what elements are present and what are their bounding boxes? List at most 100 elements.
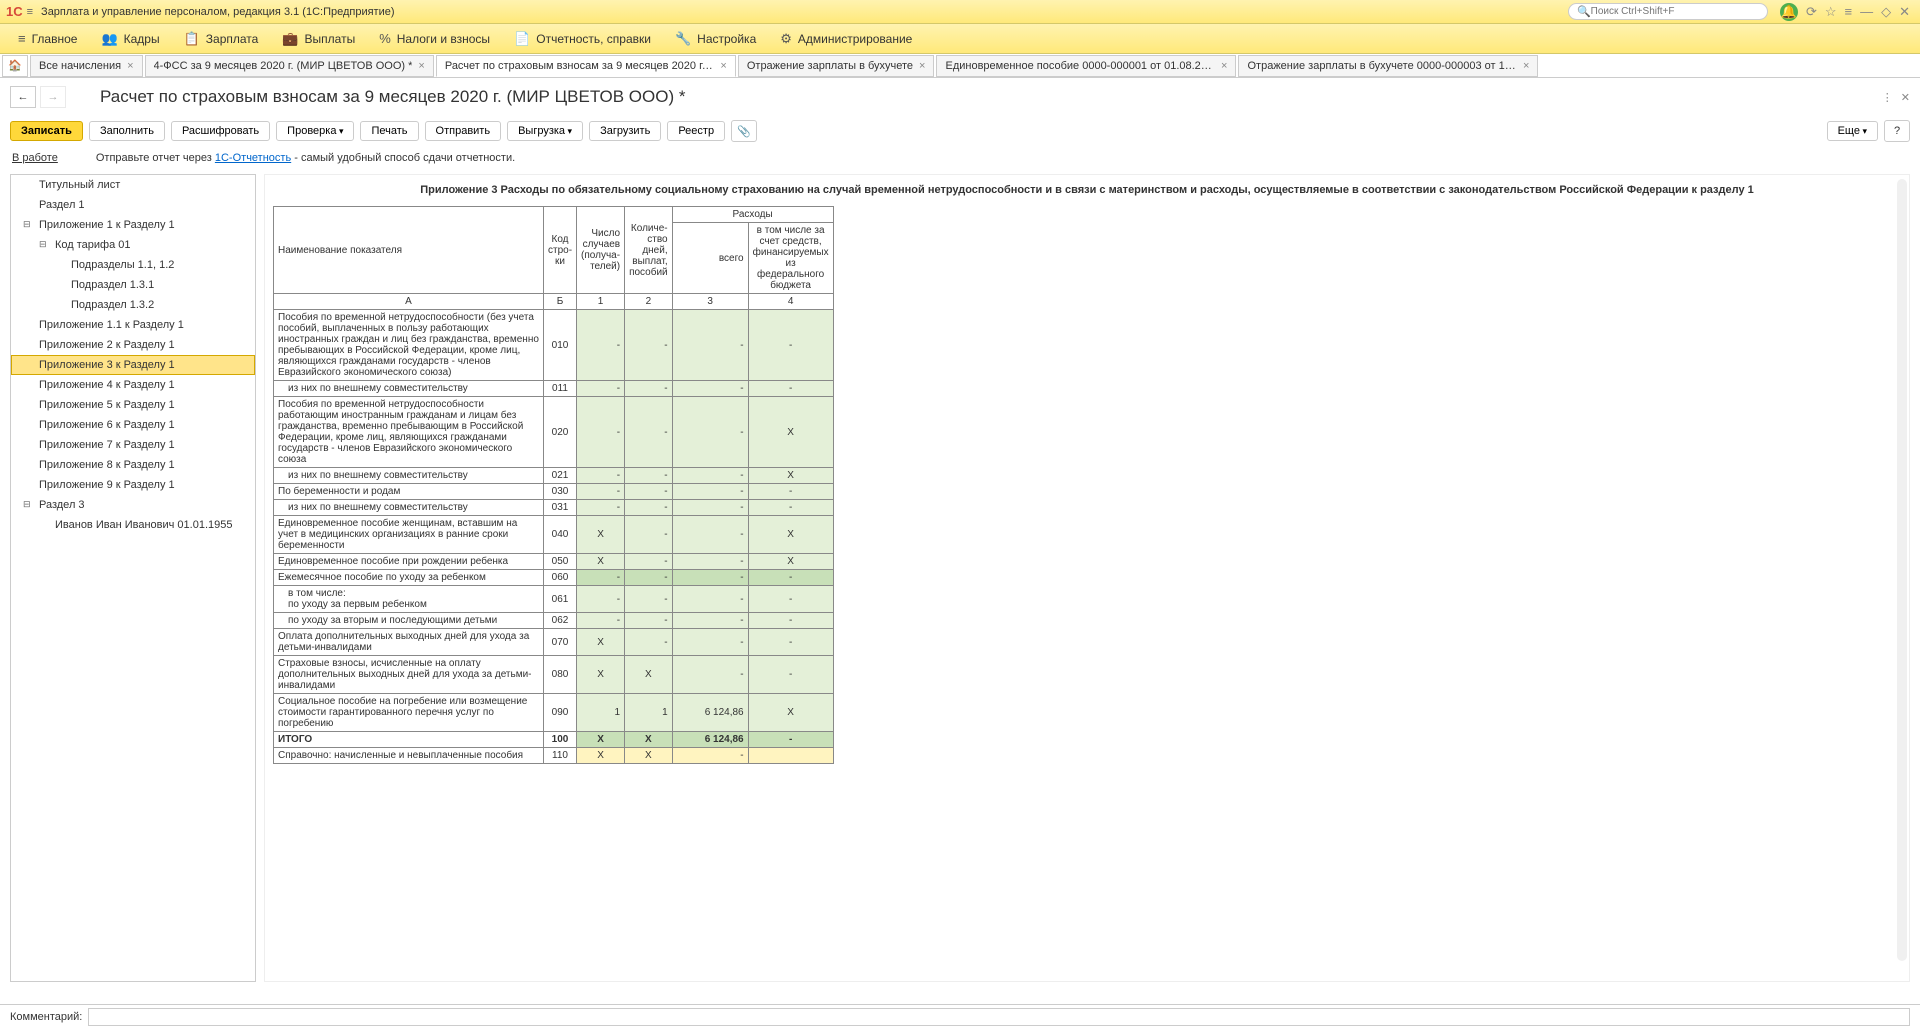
cell-c2[interactable]: - xyxy=(625,484,673,500)
tree-item[interactable]: Подраздел 1.3.2 xyxy=(11,295,255,315)
minimize-icon[interactable]: — xyxy=(1860,4,1873,19)
home-tab[interactable]: 🏠 xyxy=(2,55,28,77)
cell-c3[interactable]: - xyxy=(672,554,748,570)
cell-c3[interactable]: - xyxy=(672,381,748,397)
cell-c4[interactable]: X xyxy=(748,397,833,468)
tab-close-icon[interactable]: × xyxy=(418,60,424,72)
options-icon[interactable]: ⋮ xyxy=(1882,91,1893,104)
more-button[interactable]: Еще xyxy=(1827,121,1878,141)
cell-c3[interactable]: 6 124,86 xyxy=(672,694,748,732)
nav-item[interactable]: 📄Отчетность, справки xyxy=(502,24,663,53)
cell-c4[interactable]: - xyxy=(748,732,833,748)
cell-c4[interactable]: - xyxy=(748,570,833,586)
document-tab[interactable]: Отражение зарплаты в бухучете 0000-00000… xyxy=(1238,55,1538,77)
cell-c4[interactable]: - xyxy=(748,310,833,381)
cell-c1[interactable]: - xyxy=(577,381,625,397)
tree-item[interactable]: Подраздел 1.3.1 xyxy=(11,275,255,295)
comment-input[interactable] xyxy=(88,1008,1910,1026)
back-button[interactable]: ← xyxy=(10,86,36,108)
cell-c2[interactable]: - xyxy=(625,570,673,586)
cell-c1[interactable]: X xyxy=(577,554,625,570)
export-button[interactable]: Выгрузка xyxy=(507,121,583,141)
cell-c4[interactable]: - xyxy=(748,629,833,656)
forward-button[interactable]: → xyxy=(40,86,66,108)
check-button[interactable]: Проверка xyxy=(276,121,354,141)
tree-item[interactable]: ⊟Раздел 3 xyxy=(11,495,255,515)
load-button[interactable]: Загрузить xyxy=(589,121,661,141)
document-tab[interactable]: Отражение зарплаты в бухучете× xyxy=(738,55,935,77)
page-close-icon[interactable]: ✕ xyxy=(1901,91,1910,104)
nav-item[interactable]: ⚙Администрирование xyxy=(768,24,924,53)
cell-c2[interactable]: - xyxy=(625,629,673,656)
cell-c3[interactable]: - xyxy=(672,516,748,554)
send-button[interactable]: Отправить xyxy=(425,121,502,141)
tab-close-icon[interactable]: × xyxy=(127,60,133,72)
cell-c1[interactable]: - xyxy=(577,397,625,468)
nav-item[interactable]: 📋Зарплата xyxy=(172,24,271,53)
cell-c4[interactable]: - xyxy=(748,586,833,613)
global-search[interactable]: 🔍 xyxy=(1568,3,1768,20)
cell-c2[interactable]: - xyxy=(625,586,673,613)
cell-c4[interactable] xyxy=(748,748,833,764)
decode-button[interactable]: Расшифровать xyxy=(171,121,270,141)
menu-icon[interactable]: ≡ xyxy=(1845,4,1853,19)
tree-item[interactable]: Приложение 3 к Разделу 1 xyxy=(11,355,255,375)
cell-c2[interactable]: X xyxy=(625,656,673,694)
nav-item[interactable]: 👥Кадры xyxy=(89,24,171,53)
tree-item[interactable]: Иванов Иван Иванович 01.01.1955 xyxy=(11,515,255,535)
close-icon[interactable]: ✕ xyxy=(1899,4,1910,20)
expander-icon[interactable]: ⊟ xyxy=(23,499,31,510)
cell-c4[interactable]: - xyxy=(748,500,833,516)
cell-c3[interactable]: - xyxy=(672,748,748,764)
cell-c2[interactable]: X xyxy=(625,748,673,764)
star-icon[interactable]: ☆ xyxy=(1825,4,1837,20)
bell-icon[interactable]: 🔔 xyxy=(1780,3,1798,21)
tree-item[interactable]: Титульный лист xyxy=(11,175,255,195)
cell-c3[interactable]: - xyxy=(672,613,748,629)
tree-item[interactable]: Приложение 7 к Разделу 1 xyxy=(11,435,255,455)
cell-c4[interactable]: X xyxy=(748,516,833,554)
print-button[interactable]: Печать xyxy=(360,121,418,141)
cell-c1[interactable]: - xyxy=(577,613,625,629)
fill-button[interactable]: Заполнить xyxy=(89,121,165,141)
status-in-work[interactable]: В работе xyxy=(12,152,58,164)
cell-c1[interactable]: X xyxy=(577,629,625,656)
tree-item[interactable]: ⊟Приложение 1 к Разделу 1 xyxy=(11,215,255,235)
tree-item[interactable]: Приложение 2 к Разделу 1 xyxy=(11,335,255,355)
search-input[interactable] xyxy=(1591,6,1759,17)
registry-button[interactable]: Реестр xyxy=(667,121,725,141)
cell-c2[interactable]: - xyxy=(625,613,673,629)
tree-item[interactable]: Приложение 5 к Разделу 1 xyxy=(11,395,255,415)
cell-c1[interactable]: - xyxy=(577,570,625,586)
cell-c2[interactable]: - xyxy=(625,468,673,484)
expander-icon[interactable]: ⊟ xyxy=(39,239,47,250)
cell-c2[interactable]: - xyxy=(625,397,673,468)
cell-c2[interactable]: - xyxy=(625,500,673,516)
cell-c1[interactable]: X xyxy=(577,732,625,748)
tree-item[interactable]: Приложение 6 к Разделу 1 xyxy=(11,415,255,435)
maximize-icon[interactable]: ◇ xyxy=(1881,4,1891,20)
nav-item[interactable]: %Налоги и взносы xyxy=(367,24,502,53)
cell-c1[interactable]: - xyxy=(577,586,625,613)
cell-c3[interactable]: - xyxy=(672,397,748,468)
tree-item[interactable]: Приложение 9 к Разделу 1 xyxy=(11,475,255,495)
cell-c1[interactable]: - xyxy=(577,500,625,516)
nav-item[interactable]: ≡Главное xyxy=(6,24,89,53)
cell-c4[interactable]: - xyxy=(748,656,833,694)
tree-item[interactable]: ⊟Код тарифа 01 xyxy=(11,235,255,255)
cell-c2[interactable]: - xyxy=(625,310,673,381)
hamburger-icon[interactable]: ≡ xyxy=(27,6,33,18)
document-tab[interactable]: Единовременное пособие 0000-000001 от 01… xyxy=(936,55,1236,77)
tree-item[interactable]: Приложение 8 к Разделу 1 xyxy=(11,455,255,475)
tab-close-icon[interactable]: × xyxy=(1221,60,1227,72)
cell-c3[interactable]: - xyxy=(672,468,748,484)
expander-icon[interactable]: ⊟ xyxy=(23,219,31,230)
cell-c1[interactable]: X xyxy=(577,656,625,694)
nav-item[interactable]: 💼Выплаты xyxy=(270,24,367,53)
tree-item[interactable]: Раздел 1 xyxy=(11,195,255,215)
help-button[interactable]: ? xyxy=(1884,120,1910,142)
cell-c4[interactable]: - xyxy=(748,484,833,500)
tree-item[interactable]: Подразделы 1.1, 1.2 xyxy=(11,255,255,275)
cell-c4[interactable]: X xyxy=(748,554,833,570)
cell-c2[interactable]: - xyxy=(625,554,673,570)
